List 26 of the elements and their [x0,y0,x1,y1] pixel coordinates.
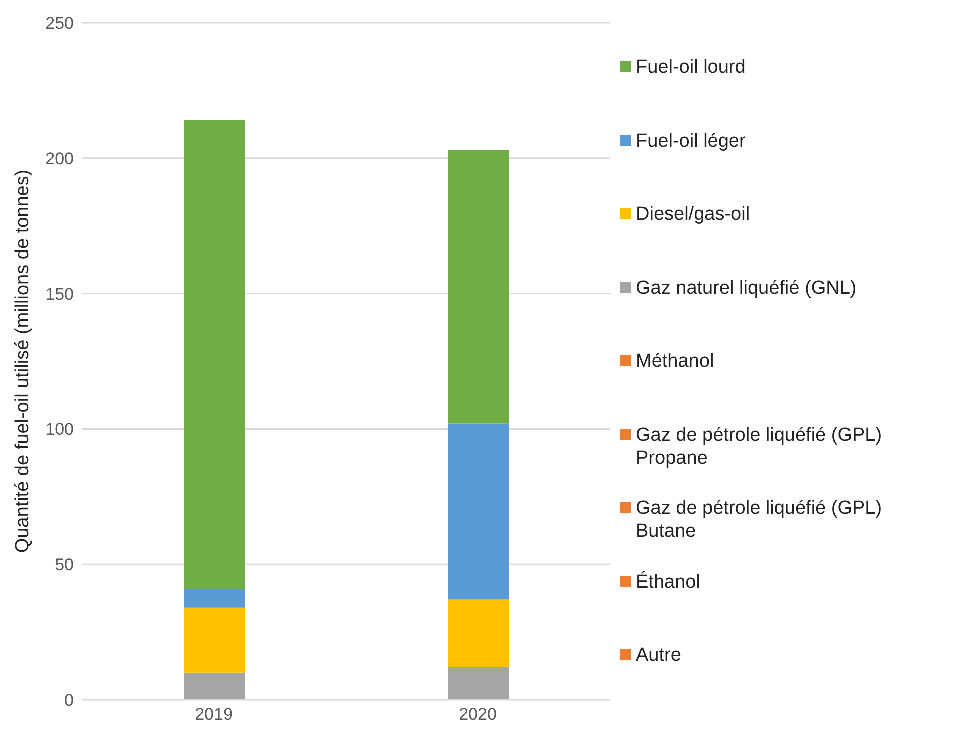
legend-label: Méthanol [636,350,716,373]
x-tick-label: 2019 [195,705,233,724]
y-axis-title: Quantité de fuel-oil utilisé (millions de tonnes) [12,170,34,554]
y-tick-label: 0 [64,691,74,710]
bar [184,120,245,589]
bar [184,672,245,700]
bar [448,150,509,424]
legend-label: Fuel-oil léger [636,130,747,152]
x-tick-label: 2020 [459,705,497,724]
legend-label: Éthanol [636,570,702,594]
y-tick-label: 50 [55,556,74,575]
bar [448,668,509,700]
y-tick-label: 250 [46,14,74,34]
y-tick-label: 100 [46,420,74,440]
bar [448,600,509,668]
legend-label: Fuel-oil lourd [636,56,747,79]
legend-label: Gaz naturel liquéfié (GNL) [636,276,858,300]
bar [448,424,509,600]
legend-label: Autre [636,644,682,667]
legend-label: Diesel/gas-oil [636,203,752,226]
y-tick-label: 150 [46,284,74,304]
bar [184,608,245,673]
legend-label: Gaz de pétrole liquéfié (GPL) Propane [636,424,884,470]
y-tick-label: 200 [46,149,74,168]
legend-label: Gaz de pétrole liquéfié (GPL) Butane [636,497,884,543]
bar [184,588,245,608]
